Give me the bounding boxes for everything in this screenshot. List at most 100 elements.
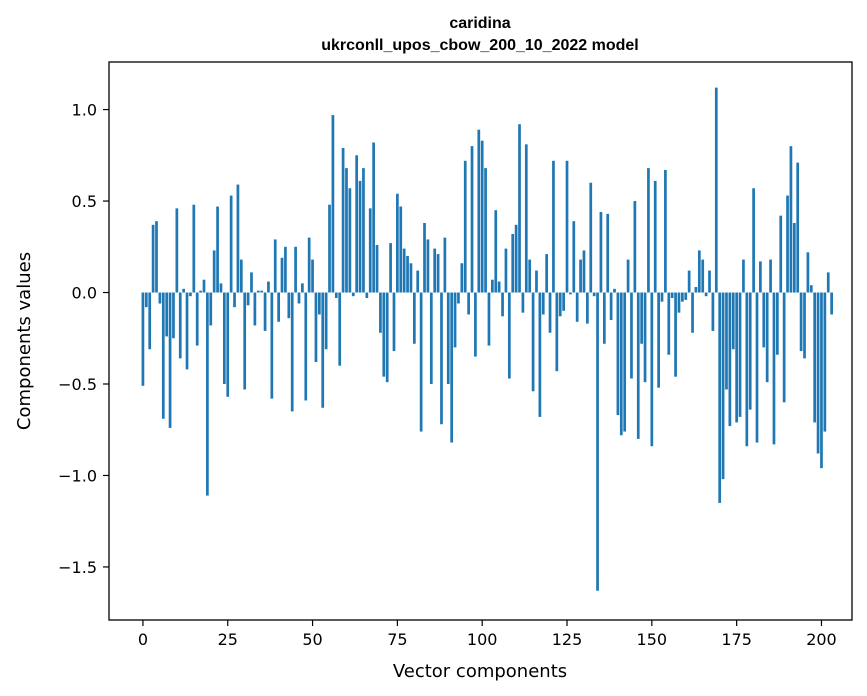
bar-95 bbox=[463, 160, 467, 293]
bar-201 bbox=[823, 292, 827, 432]
bar-53 bbox=[321, 292, 325, 408]
bar-164 bbox=[697, 250, 701, 293]
bar-160 bbox=[684, 292, 688, 300]
bar-185 bbox=[769, 259, 772, 293]
bar-109 bbox=[511, 233, 515, 293]
bar-40 bbox=[277, 292, 280, 322]
bar-116 bbox=[535, 270, 538, 293]
bar-19 bbox=[206, 292, 209, 496]
bar-71 bbox=[382, 292, 386, 377]
bar-159 bbox=[681, 292, 684, 302]
bar-73 bbox=[389, 243, 392, 293]
bar-105 bbox=[497, 281, 501, 293]
chart-title-line-2: ukrconll_upos_cbow_200_10_2022 model bbox=[321, 37, 638, 54]
bar-42 bbox=[284, 246, 287, 293]
bar-20 bbox=[209, 292, 213, 326]
bar-167 bbox=[708, 270, 711, 293]
bar-120 bbox=[548, 292, 552, 333]
bar-14 bbox=[189, 292, 192, 297]
bar-26 bbox=[229, 195, 233, 293]
bar-197 bbox=[809, 285, 813, 293]
bar-115 bbox=[531, 292, 535, 392]
bar-72 bbox=[385, 292, 389, 383]
x-tick-label: 0 bbox=[138, 630, 148, 649]
bar-193 bbox=[796, 162, 800, 293]
bar-31 bbox=[246, 292, 250, 306]
bar-3 bbox=[151, 224, 155, 293]
bar-18 bbox=[202, 279, 206, 293]
bar-64 bbox=[358, 180, 362, 293]
y-tick-label: −1.5 bbox=[58, 558, 97, 577]
bar-151 bbox=[653, 180, 657, 293]
bar-175 bbox=[735, 292, 738, 423]
bar-83 bbox=[423, 223, 426, 293]
bar-191 bbox=[789, 146, 793, 293]
bar-170 bbox=[718, 292, 722, 503]
bar-12 bbox=[182, 288, 185, 293]
bar-91 bbox=[450, 292, 454, 443]
bar-22 bbox=[216, 206, 219, 293]
bar-165 bbox=[701, 259, 705, 293]
bar-25 bbox=[226, 292, 230, 397]
bar-127 bbox=[572, 221, 576, 293]
bar-190 bbox=[786, 195, 789, 293]
bar-0 bbox=[141, 292, 145, 386]
x-tick-label: 50 bbox=[302, 630, 322, 649]
ticks-group: 0 25 50 75 100 125 150 175 200 −1.5 −1.0 −0.5 0.0 0.5… bbox=[58, 101, 837, 649]
bar-112 bbox=[521, 292, 525, 313]
bar-106 bbox=[501, 292, 504, 317]
bar-102 bbox=[487, 292, 491, 346]
y-tick-label: 0.5 bbox=[72, 192, 97, 211]
x-tick-label: 150 bbox=[637, 630, 668, 649]
y-tick-label: −0.5 bbox=[58, 375, 97, 394]
bar-166 bbox=[704, 292, 708, 297]
y-tick-label: 1.0 bbox=[72, 101, 97, 120]
bar-188 bbox=[779, 215, 783, 293]
bar-183 bbox=[762, 292, 766, 348]
bar-158 bbox=[677, 292, 681, 313]
bar-181 bbox=[755, 292, 759, 443]
bar-157 bbox=[674, 292, 677, 377]
bar-90 bbox=[446, 292, 450, 384]
bar-41 bbox=[280, 257, 284, 293]
bar-119 bbox=[545, 254, 549, 293]
bar-39 bbox=[273, 239, 277, 293]
bar-136 bbox=[602, 292, 606, 344]
bar-110 bbox=[514, 224, 518, 293]
bars-group bbox=[141, 87, 833, 591]
bar-62 bbox=[351, 292, 355, 297]
bar-85 bbox=[429, 292, 433, 384]
bar-141 bbox=[619, 292, 623, 436]
bar-133 bbox=[592, 292, 596, 297]
bar-145 bbox=[633, 201, 637, 293]
bar-130 bbox=[582, 250, 586, 293]
bar-65 bbox=[362, 168, 365, 293]
bar-67 bbox=[368, 208, 372, 293]
bar-163 bbox=[694, 287, 698, 293]
bar-50 bbox=[311, 259, 314, 293]
bar-198 bbox=[813, 292, 817, 423]
bar-153 bbox=[660, 292, 664, 302]
bar-184 bbox=[765, 292, 769, 383]
bar-93 bbox=[457, 292, 460, 304]
bar-182 bbox=[759, 261, 762, 293]
plot-frame bbox=[108, 61, 853, 621]
bar-79 bbox=[409, 263, 413, 293]
bar-6 bbox=[161, 292, 165, 419]
bar-74 bbox=[392, 292, 396, 352]
bar-55 bbox=[328, 204, 331, 293]
bar-195 bbox=[803, 292, 806, 359]
bar-203 bbox=[830, 292, 833, 315]
bar-7 bbox=[165, 292, 169, 337]
x-tick-label: 25 bbox=[218, 630, 238, 649]
bar-38 bbox=[270, 292, 274, 399]
bar-44 bbox=[290, 292, 294, 412]
bar-138 bbox=[609, 292, 613, 320]
bar-171 bbox=[721, 292, 725, 480]
bar-80 bbox=[412, 292, 416, 344]
bar-194 bbox=[799, 292, 803, 352]
bar-81 bbox=[416, 270, 420, 293]
bar-196 bbox=[806, 252, 810, 293]
bar-1 bbox=[144, 292, 148, 308]
